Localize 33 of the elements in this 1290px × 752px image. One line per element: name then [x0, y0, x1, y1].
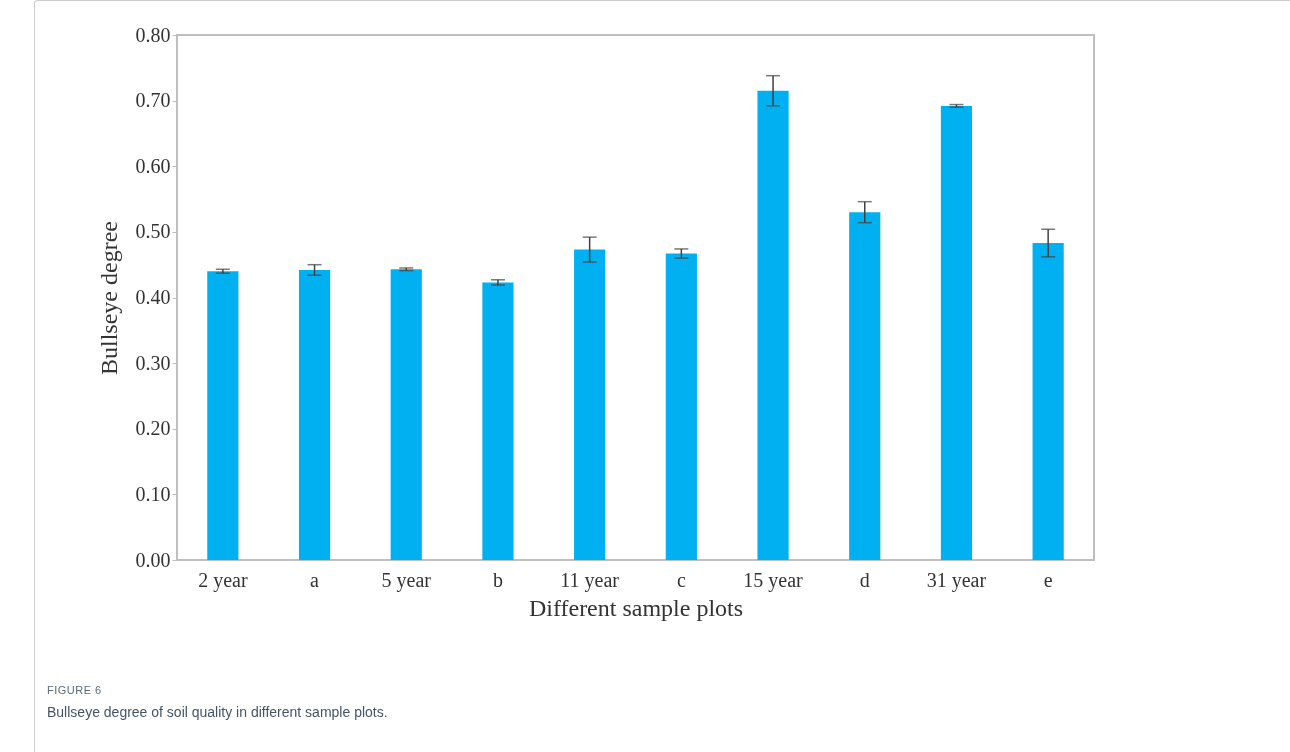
x-tick-label: 2 year — [198, 568, 248, 592]
bar — [482, 282, 514, 560]
bar — [390, 269, 422, 560]
y-tick-label: 0.60 — [135, 154, 171, 177]
bar — [1032, 243, 1064, 560]
y-tick-label: 0.70 — [135, 89, 171, 112]
y-tick-label: 0.30 — [135, 351, 171, 374]
x-tick-label: 11 year — [560, 568, 620, 592]
bar — [574, 249, 606, 560]
x-tick-label: a — [310, 568, 320, 591]
x-tick-label: e — [1043, 568, 1053, 591]
bar — [665, 253, 697, 560]
y-tick-label: 0.00 — [135, 548, 171, 571]
bar — [207, 271, 239, 560]
y-tick-label: 0.40 — [135, 286, 171, 308]
bar — [757, 90, 789, 560]
x-tick-label: 5 year — [381, 568, 432, 592]
x-tick-label: 15 year — [743, 568, 804, 592]
x-tick-label: 31 year — [926, 568, 987, 592]
bar — [298, 269, 331, 560]
bar — [940, 105, 973, 560]
x-tick-label: b — [492, 568, 503, 591]
x-tick-label: c — [676, 568, 686, 591]
x-tick-label: d — [859, 568, 870, 591]
y-tick-label: 0.20 — [135, 417, 171, 440]
y-axis-title: Bullseye degree — [95, 221, 122, 375]
x-axis-title: Different sample plots — [528, 594, 744, 621]
text: Bullseye degree of soil quality in different sample plots. — [47, 704, 388, 720]
y-tick-label: 0.10 — [135, 482, 171, 505]
bar — [849, 212, 881, 560]
caption: FIGURE 6 — [47, 684, 103, 696]
y-tick-label: 0.80 — [135, 23, 171, 46]
y-tick-label: 0.50 — [135, 220, 171, 243]
